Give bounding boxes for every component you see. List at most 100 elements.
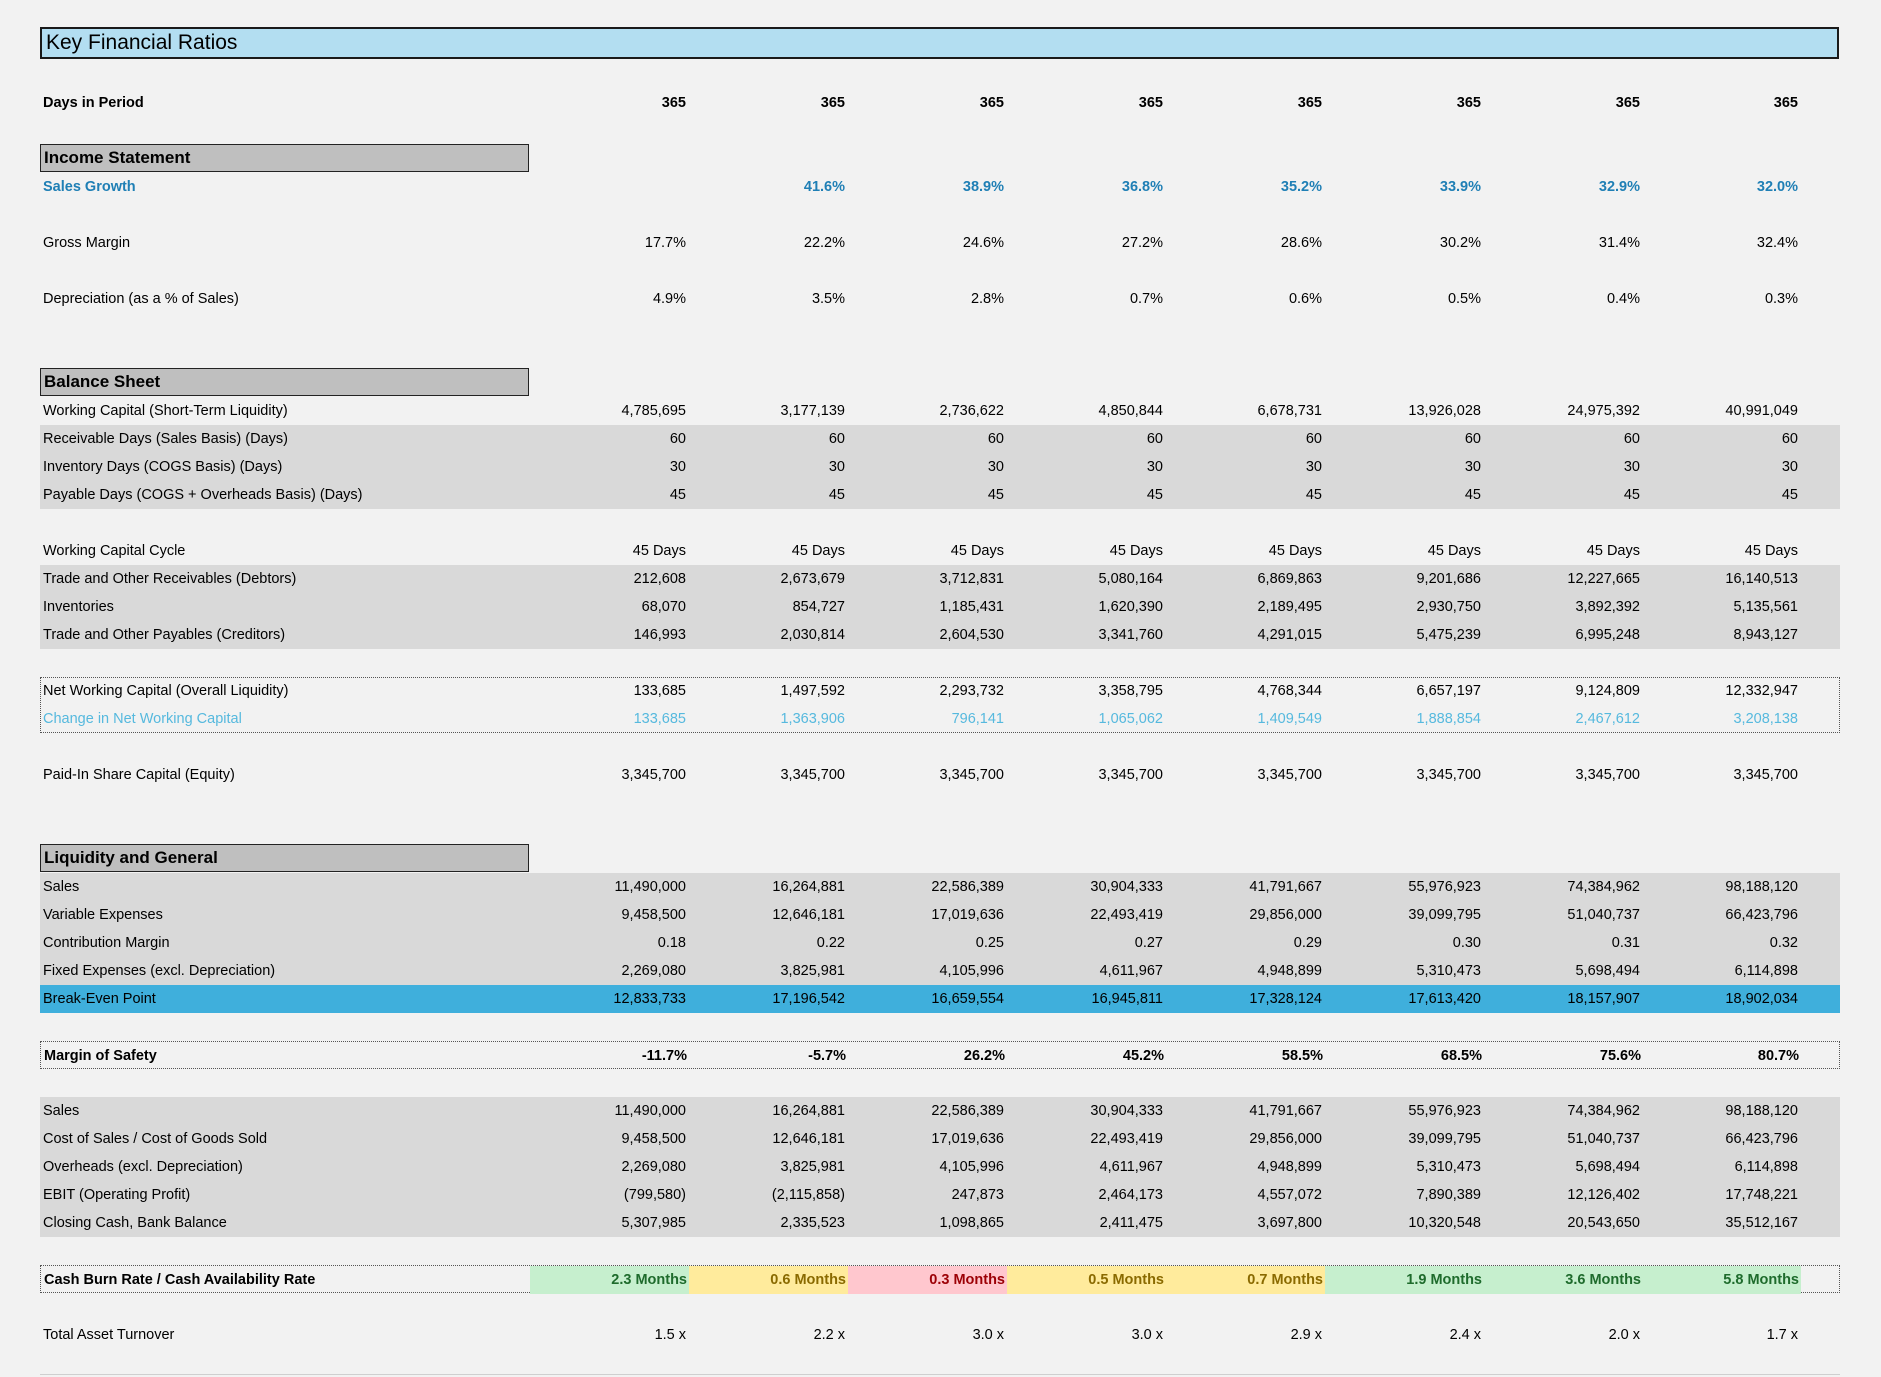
value-cell[interactable]: 4,768,344: [1257, 683, 1322, 699]
value-cell[interactable]: 9,201,686: [1416, 571, 1481, 587]
value-cell[interactable]: 8,943,127: [1733, 627, 1798, 643]
value-cell[interactable]: 3,825,981: [780, 963, 845, 979]
row-days-in-period[interactable]: Days in Period 365 365 365 365 365 365 365 365: [40, 89, 1840, 117]
value-cell[interactable]: 6,678,731: [1257, 403, 1322, 419]
value-cell[interactable]: 1,620,390: [1098, 599, 1163, 615]
value-cell[interactable]: 3,345,700: [1257, 767, 1322, 783]
value-cell[interactable]: -11.7%: [641, 1048, 687, 1064]
row-receivable-days[interactable]: Receivable Days (Sales Basis) (Days) 60 60…: [40, 425, 1840, 453]
row-label[interactable]: Trade and Other Payables (Creditors): [43, 627, 286, 643]
value-cell[interactable]: 3,177,139: [780, 403, 845, 419]
row-receivables[interactable]: Trade and Other Receivables (Debtors) 212…: [40, 565, 1840, 593]
value-cell[interactable]: 0.6%: [1288, 291, 1322, 307]
value-cell[interactable]: 60: [1781, 431, 1798, 447]
value-cell[interactable]: 75.6%: [1599, 1048, 1641, 1064]
value-cell[interactable]: 22,493,419: [1090, 1131, 1163, 1147]
row-closing-cash[interactable]: Closing Cash, Bank Balance 5,307,985 2,335…: [40, 1209, 1840, 1237]
value-cell[interactable]: 45.2%: [1122, 1048, 1164, 1064]
row-contribution-margin[interactable]: Contribution Margin 0.18 0.22 0.25 0.27 0.29 0…: [40, 929, 1840, 957]
value-cell[interactable]: 2,673,679: [780, 571, 845, 587]
value-cell[interactable]: 365: [1297, 95, 1322, 111]
row-label[interactable]: Working Capital Cycle: [43, 543, 186, 559]
value-cell[interactable]: 1,363,906: [780, 711, 845, 727]
value-cell[interactable]: 133,685: [633, 683, 686, 699]
row-depreciation[interactable]: Depreciation (as a % of Sales) 4.9% 3.5% 2.…: [40, 285, 1840, 313]
value-cell[interactable]: 16,945,811: [1091, 991, 1164, 1007]
row-label[interactable]: Cost of Sales / Cost of Goods Sold: [43, 1131, 268, 1147]
value-cell[interactable]: 17,019,636: [931, 907, 1004, 923]
value-cell[interactable]: 854,727: [792, 599, 845, 615]
value-cell[interactable]: 12,227,665: [1567, 571, 1640, 587]
value-cell[interactable]: 20,543,650: [1567, 1215, 1640, 1231]
value-cell[interactable]: 2,189,495: [1257, 599, 1322, 615]
value-cell[interactable]: (799,580): [623, 1187, 686, 1203]
value-cell[interactable]: 12,833,733: [613, 991, 686, 1007]
value-cell[interactable]: 51,040,737: [1567, 1131, 1640, 1147]
value-cell[interactable]: 5,135,561: [1733, 599, 1798, 615]
value-cell[interactable]: 39,099,795: [1408, 907, 1481, 923]
value-cell[interactable]: 30: [987, 459, 1004, 475]
section-balance-sheet[interactable]: Balance Sheet: [40, 368, 529, 396]
value-cell[interactable]: 0.31: [1611, 935, 1640, 951]
value-cell[interactable]: 2.3 Months: [530, 1266, 689, 1294]
row-sales[interactable]: Sales 11,490,000 16,264,881 22,586,389 30,90…: [40, 873, 1840, 901]
row-label[interactable]: Gross Margin: [43, 235, 131, 251]
value-cell[interactable]: 29,856,000: [1249, 1131, 1322, 1147]
value-cell[interactable]: 0.7%: [1129, 291, 1163, 307]
value-cell[interactable]: 30,904,333: [1090, 879, 1163, 895]
value-cell[interactable]: 4,850,844: [1098, 403, 1163, 419]
value-cell[interactable]: 17,328,124: [1249, 991, 1322, 1007]
row-label[interactable]: Paid-In Share Capital (Equity): [43, 767, 235, 783]
value-cell[interactable]: 3,825,981: [780, 1159, 845, 1175]
value-cell[interactable]: 55,976,923: [1408, 1103, 1481, 1119]
row-inventories[interactable]: Inventories 68,070 854,727 1,185,431 1,620,3…: [40, 593, 1840, 621]
value-cell[interactable]: 1,098,865: [939, 1215, 1004, 1231]
value-cell[interactable]: 2,030,814: [780, 627, 845, 643]
value-cell[interactable]: 60: [1146, 431, 1163, 447]
row-label[interactable]: Break-Even Point: [43, 991, 156, 1007]
value-cell[interactable]: 45 Days: [791, 543, 845, 559]
value-cell[interactable]: 4,557,072: [1257, 1187, 1322, 1203]
value-cell[interactable]: 30: [1146, 459, 1163, 475]
row-label[interactable]: Payable Days (COGS + Overheads Basis) (D…: [43, 487, 363, 503]
value-cell[interactable]: 18,157,907: [1567, 991, 1640, 1007]
value-cell[interactable]: 212,608: [633, 571, 686, 587]
value-cell[interactable]: 7,890,389: [1416, 1187, 1481, 1203]
value-cell[interactable]: 45: [1623, 487, 1640, 503]
value-cell[interactable]: 0.29: [1293, 935, 1322, 951]
row-label[interactable]: Days in Period: [43, 95, 144, 111]
value-cell[interactable]: 45 Days: [1744, 543, 1798, 559]
value-cell[interactable]: 30.2%: [1439, 235, 1481, 251]
value-cell[interactable]: 30: [1305, 459, 1322, 475]
value-cell[interactable]: 365: [820, 95, 845, 111]
row-working-capital[interactable]: Working Capital (Short-Term Liquidity) 4,…: [40, 397, 1840, 425]
value-cell[interactable]: 22,586,389: [931, 879, 1004, 895]
value-cell[interactable]: 3,892,392: [1575, 599, 1640, 615]
value-cell[interactable]: 55,976,923: [1408, 879, 1481, 895]
row-label[interactable]: Overheads (excl. Depreciation): [43, 1159, 243, 1175]
value-cell[interactable]: 2,335,523: [780, 1215, 845, 1231]
section-liquidity[interactable]: Liquidity and General: [40, 844, 529, 872]
value-cell[interactable]: 40,991,049: [1725, 403, 1798, 419]
value-cell[interactable]: 45 Days: [632, 543, 686, 559]
row-label[interactable]: Trade and Other Receivables (Debtors): [43, 571, 297, 587]
row-gross-margin[interactable]: Gross Margin 17.7% 22.2% 24.6% 27.2% 28.6% 30.…: [40, 229, 1840, 257]
value-cell[interactable]: 3,712,831: [939, 571, 1004, 587]
value-cell[interactable]: 35.2%: [1280, 179, 1322, 195]
row-overheads[interactable]: Overheads (excl. Depreciation) 2,269,080 3…: [40, 1153, 1840, 1181]
value-cell[interactable]: 3,345,700: [1575, 767, 1640, 783]
value-cell[interactable]: 28.6%: [1280, 235, 1322, 251]
value-cell[interactable]: 6,114,898: [1734, 1159, 1798, 1175]
value-cell[interactable]: 12,126,402: [1567, 1187, 1640, 1203]
row-label[interactable]: Working Capital (Short-Term Liquidity): [43, 403, 288, 419]
value-cell[interactable]: 1,497,592: [780, 683, 845, 699]
value-cell[interactable]: 4,611,967: [1099, 963, 1163, 979]
value-cell[interactable]: 45: [828, 487, 845, 503]
value-cell[interactable]: 9,458,500: [621, 1131, 686, 1147]
value-cell[interactable]: 2,411,475: [1099, 1215, 1163, 1231]
value-cell[interactable]: 30: [1623, 459, 1640, 475]
row-sales-2[interactable]: Sales 11,490,000 16,264,881 22,586,389 30,90…: [40, 1097, 1840, 1125]
value-cell[interactable]: 3,208,138: [1733, 711, 1798, 727]
value-cell[interactable]: 3,345,700: [621, 767, 686, 783]
value-cell[interactable]: 2,269,080: [621, 963, 686, 979]
